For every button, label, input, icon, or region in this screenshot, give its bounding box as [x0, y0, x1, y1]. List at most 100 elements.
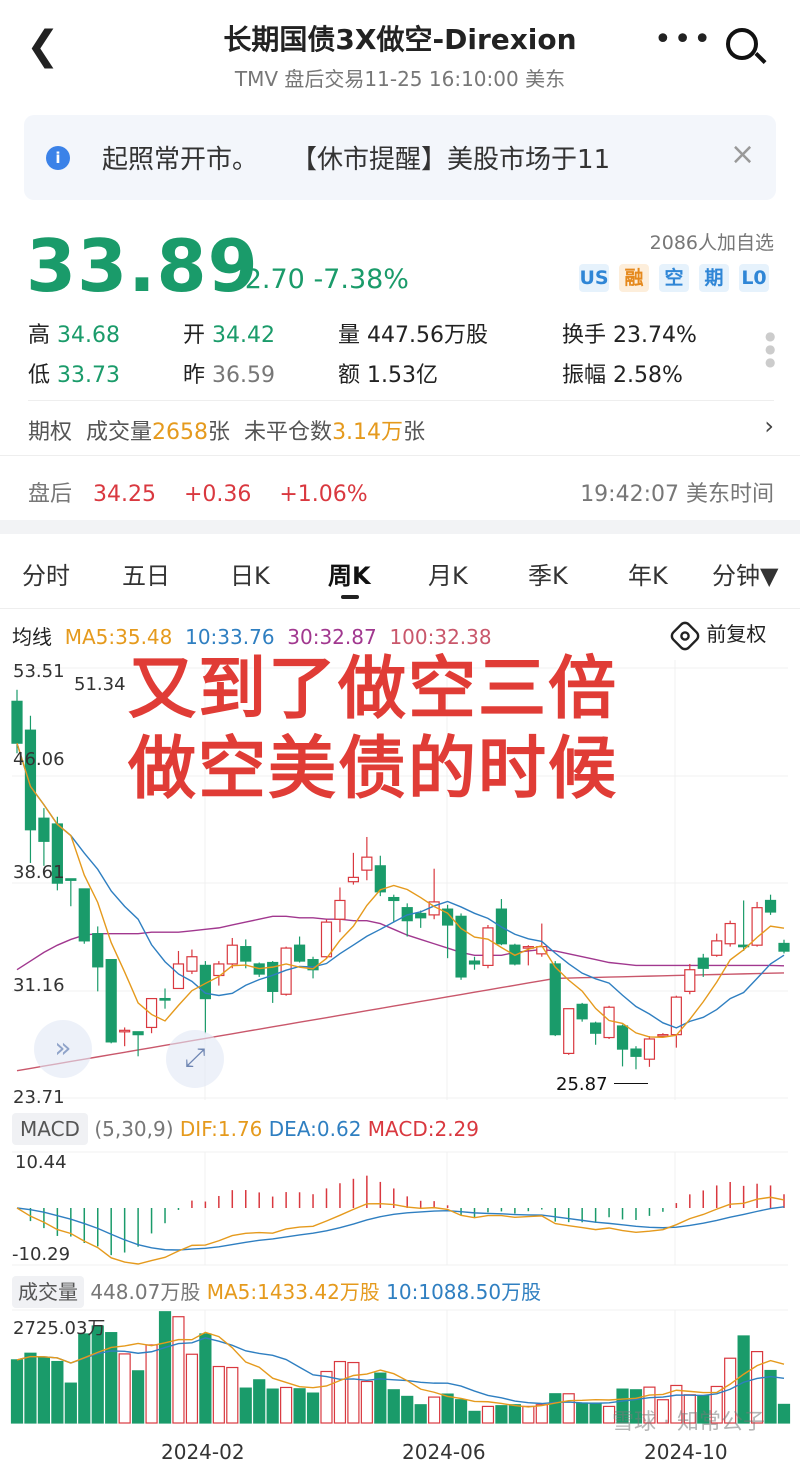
- candle-up: [361, 856, 373, 871]
- candle-down: [764, 899, 777, 913]
- candle-up: [643, 1038, 656, 1060]
- candle-down: [92, 933, 104, 968]
- page-title: 长期国债3X做空-Direxion: [223, 23, 577, 56]
- volume-bar-up: [118, 1353, 131, 1424]
- high-annotation: 51.34: [74, 674, 126, 695]
- volume-indicator-button[interactable]: 成交量: [12, 1276, 84, 1308]
- candle-up: [711, 940, 723, 956]
- candle-up: [522, 946, 534, 949]
- candle-down: [576, 1003, 588, 1020]
- candle-down: [778, 942, 790, 952]
- expand-stats-icon[interactable]: ● ● ●: [765, 329, 776, 369]
- volume-bar-down: [454, 1399, 468, 1424]
- watchers-count: 2086人加自选: [649, 232, 774, 254]
- ma100-line: [16, 972, 785, 1072]
- macd-axis-label: 10.44: [15, 1152, 67, 1173]
- volume-bar-up: [172, 1316, 185, 1424]
- stat-volume: 量 447.56万股: [338, 323, 488, 348]
- candle-up: [536, 946, 548, 955]
- volume-bar-down: [508, 1404, 521, 1424]
- candle-up: [724, 922, 736, 945]
- candle-down: [630, 1048, 642, 1057]
- x-axis-label: 2024-06: [402, 1440, 486, 1464]
- candle-down: [495, 908, 508, 945]
- volume-axis-label: 2725.03万: [13, 1318, 106, 1339]
- tab-monthly[interactable]: 月K: [428, 562, 468, 590]
- settings-hexagon-icon: [668, 618, 702, 653]
- volume-bar-down: [105, 1332, 118, 1424]
- tab-5day[interactable]: 五日: [122, 562, 170, 590]
- tab-intraday[interactable]: 分时: [22, 562, 70, 590]
- candle-down: [738, 944, 750, 948]
- tab-quarterly[interactable]: 季K: [528, 562, 568, 590]
- volume-bar-down: [266, 1388, 279, 1424]
- ma-legend: 均线 MA5:35.48 10:33.76 30:32.87 100:32.38: [12, 625, 492, 649]
- notice-text: 起照常开市。 【休市提醒】美股市场于11: [102, 145, 611, 175]
- tab-yearly[interactable]: 年K: [628, 562, 668, 590]
- volume-bar-down: [387, 1389, 400, 1424]
- volume-bar-down: [401, 1395, 414, 1424]
- adjust-button[interactable]: 前复权: [668, 618, 766, 653]
- volume-bar-down: [64, 1382, 77, 1424]
- candle-down: [253, 963, 265, 975]
- candle-down: [441, 908, 454, 926]
- x-axis-label: 2024-02: [161, 1440, 245, 1464]
- candle-down: [105, 959, 117, 1043]
- candle-down: [374, 865, 386, 893]
- collapse-button[interactable]: »: [34, 1020, 92, 1078]
- dea-line: [16, 1206, 785, 1251]
- candle-down: [293, 944, 306, 962]
- candle-down: [132, 1031, 144, 1036]
- candle-down: [78, 888, 90, 942]
- macd-indicator-button[interactable]: MACD: [12, 1113, 88, 1145]
- notice-banner[interactable]: i 起照常开市。 【休市提醒】美股市场于11 ×: [24, 115, 776, 200]
- candle-up: [172, 963, 185, 990]
- fullscreen-button[interactable]: ⤢: [166, 1030, 224, 1088]
- volume-bar-up: [347, 1361, 360, 1424]
- info-icon: i: [46, 146, 70, 170]
- divider: [28, 400, 774, 401]
- tab-minute[interactable]: 分钟▼: [712, 562, 779, 590]
- volume-bar-down: [589, 1402, 602, 1424]
- tag-margin: 融: [619, 264, 649, 292]
- volume-bar-up: [360, 1380, 373, 1424]
- watermark: 雪球 · 知常公子: [612, 1410, 765, 1435]
- tab-daily[interactable]: 日K: [230, 562, 270, 590]
- low-marker: [614, 1083, 648, 1084]
- close-icon[interactable]: ×: [730, 137, 756, 172]
- price-axis-label: 46.06: [13, 749, 65, 770]
- candle-down: [590, 1022, 602, 1034]
- price-change: -2.70 -7.38%: [235, 264, 409, 295]
- volume-bar-down: [576, 1402, 589, 1424]
- price-axis-label: 23.71: [13, 1087, 65, 1108]
- volume-bar-up: [145, 1344, 158, 1424]
- candle-down: [11, 700, 23, 744]
- more-icon[interactable]: •••: [654, 22, 714, 57]
- volume-bar-down: [91, 1325, 104, 1424]
- price-axis-label: 38.61: [13, 862, 65, 883]
- candle-down: [38, 817, 50, 842]
- after-hours-row: 盘后 34.25 +0.36 +1.06% 19:42:07 美东时间: [28, 482, 774, 507]
- search-icon[interactable]: [726, 28, 767, 68]
- candle-down: [24, 729, 37, 831]
- candle-up: [320, 921, 333, 958]
- volume-bar-down: [777, 1403, 791, 1424]
- options-row[interactable]: 期权 成交量2658张 未平仓数3.14万张 ›: [28, 412, 774, 445]
- macd-axis-label: -10.29: [12, 1244, 71, 1265]
- section-gap: [0, 520, 800, 534]
- volume-bar-down: [199, 1333, 212, 1424]
- stat-amount: 额 1.53亿: [338, 363, 439, 388]
- candle-down: [697, 957, 709, 969]
- volume-bar-up: [280, 1386, 293, 1424]
- volume-bar-up: [333, 1360, 347, 1424]
- candle-down: [509, 944, 521, 965]
- candle-up: [145, 997, 158, 1029]
- tab-weekly[interactable]: 周K: [328, 562, 371, 590]
- candle-up: [119, 1029, 131, 1033]
- volume-bar-up: [481, 1405, 495, 1424]
- back-button[interactable]: ❮: [26, 23, 60, 69]
- low-annotation: 25.87: [556, 1074, 608, 1095]
- candle-up: [226, 944, 238, 965]
- volume-bar-down: [414, 1404, 427, 1424]
- volume-bar-up: [226, 1366, 239, 1424]
